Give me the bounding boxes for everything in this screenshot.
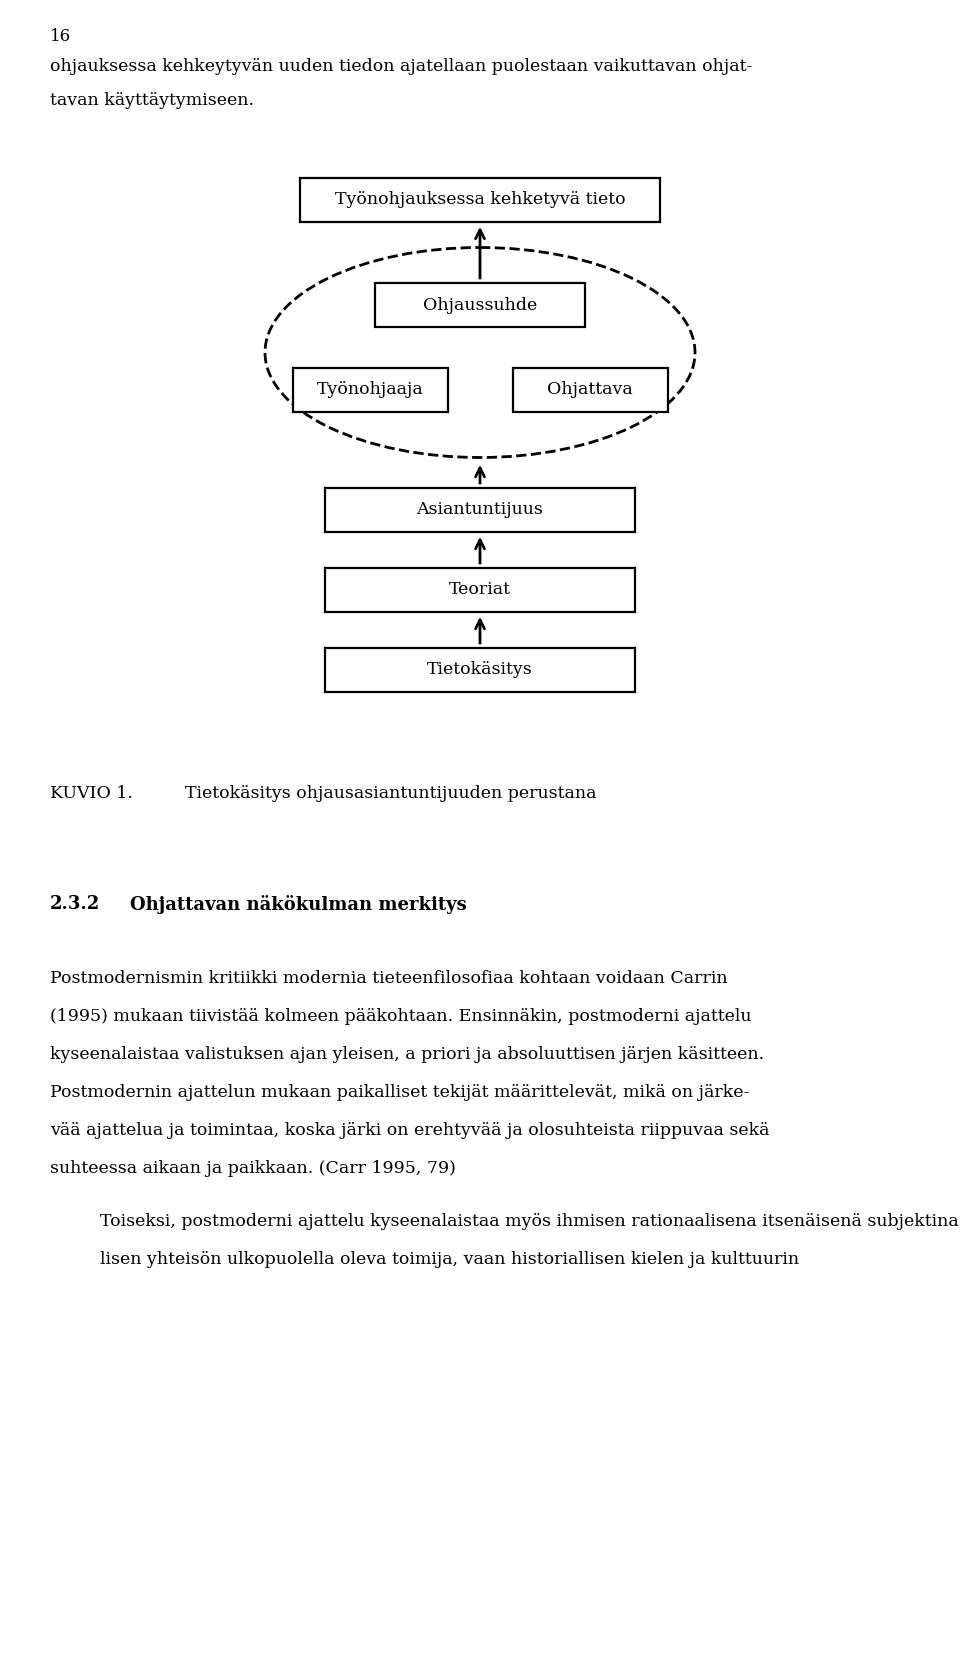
- Text: 16: 16: [50, 28, 71, 45]
- Text: 2.3.2: 2.3.2: [50, 895, 100, 913]
- Text: Ohjattava: Ohjattava: [547, 381, 633, 398]
- Text: Teoriat: Teoriat: [449, 582, 511, 598]
- Text: Ohjaussuhde: Ohjaussuhde: [422, 297, 538, 313]
- Text: lisen yhteisön ulkopuolella oleva toimija, vaan historiallisen kielen ja kulttuu: lisen yhteisön ulkopuolella oleva toimij…: [100, 1251, 799, 1268]
- FancyBboxPatch shape: [325, 489, 635, 532]
- Text: Työnohjauksessa kehketyvä tieto: Työnohjauksessa kehketyvä tieto: [335, 192, 625, 209]
- Text: KUVIO 1.: KUVIO 1.: [50, 785, 132, 802]
- FancyBboxPatch shape: [325, 568, 635, 611]
- Text: Tietokäsitys ohjausasiantuntijuuden perustana: Tietokäsitys ohjausasiantuntijuuden peru…: [185, 785, 596, 802]
- Text: Asiantuntijuus: Asiantuntijuus: [417, 502, 543, 519]
- Text: Ohjattavan näkökulman merkitys: Ohjattavan näkökulman merkitys: [130, 895, 467, 915]
- Text: Toiseksi, postmoderni ajattelu kyseenalaistaa myös ihmisen rationaalisena itsenä: Toiseksi, postmoderni ajattelu kyseenala…: [100, 1213, 960, 1229]
- FancyBboxPatch shape: [375, 283, 585, 326]
- Text: kyseenalaistaa valistuksen ajan yleisen, a priori ja absoluuttisen järjen käsitt: kyseenalaistaa valistuksen ajan yleisen,…: [50, 1046, 764, 1064]
- FancyBboxPatch shape: [293, 368, 447, 413]
- FancyBboxPatch shape: [300, 177, 660, 222]
- Text: suhteessa aikaan ja paikkaan. (Carr 1995, 79): suhteessa aikaan ja paikkaan. (Carr 1995…: [50, 1160, 456, 1176]
- FancyBboxPatch shape: [325, 648, 635, 693]
- Text: tavan käyttäytymiseen.: tavan käyttäytymiseen.: [50, 93, 254, 109]
- FancyBboxPatch shape: [513, 368, 667, 413]
- Text: ohjauksessa kehkeytyvän uuden tiedon ajatellaan puolestaan vaikuttavan ohjat-: ohjauksessa kehkeytyvän uuden tiedon aja…: [50, 58, 753, 75]
- Text: vää ajattelua ja toimintaa, koska järki on erehtyvää ja olosuhteista riippuvaa s: vää ajattelua ja toimintaa, koska järki …: [50, 1122, 770, 1138]
- Text: Postmodernin ajattelun mukaan paikalliset tekijät määrittelevät, mikä on järke-: Postmodernin ajattelun mukaan paikallise…: [50, 1084, 750, 1100]
- Text: Tietokäsitys: Tietokäsitys: [427, 661, 533, 678]
- Text: Työnohjaaja: Työnohjaaja: [317, 381, 423, 398]
- Text: (1995) mukaan tiivistää kolmeen pääkohtaan. Ensinnäkin, postmoderni ajattelu: (1995) mukaan tiivistää kolmeen pääkohta…: [50, 1007, 752, 1026]
- Text: Postmodernismin kritiikki modernia tieteenfilosofiaa kohtaan voidaan Carrin: Postmodernismin kritiikki modernia tiete…: [50, 969, 728, 988]
